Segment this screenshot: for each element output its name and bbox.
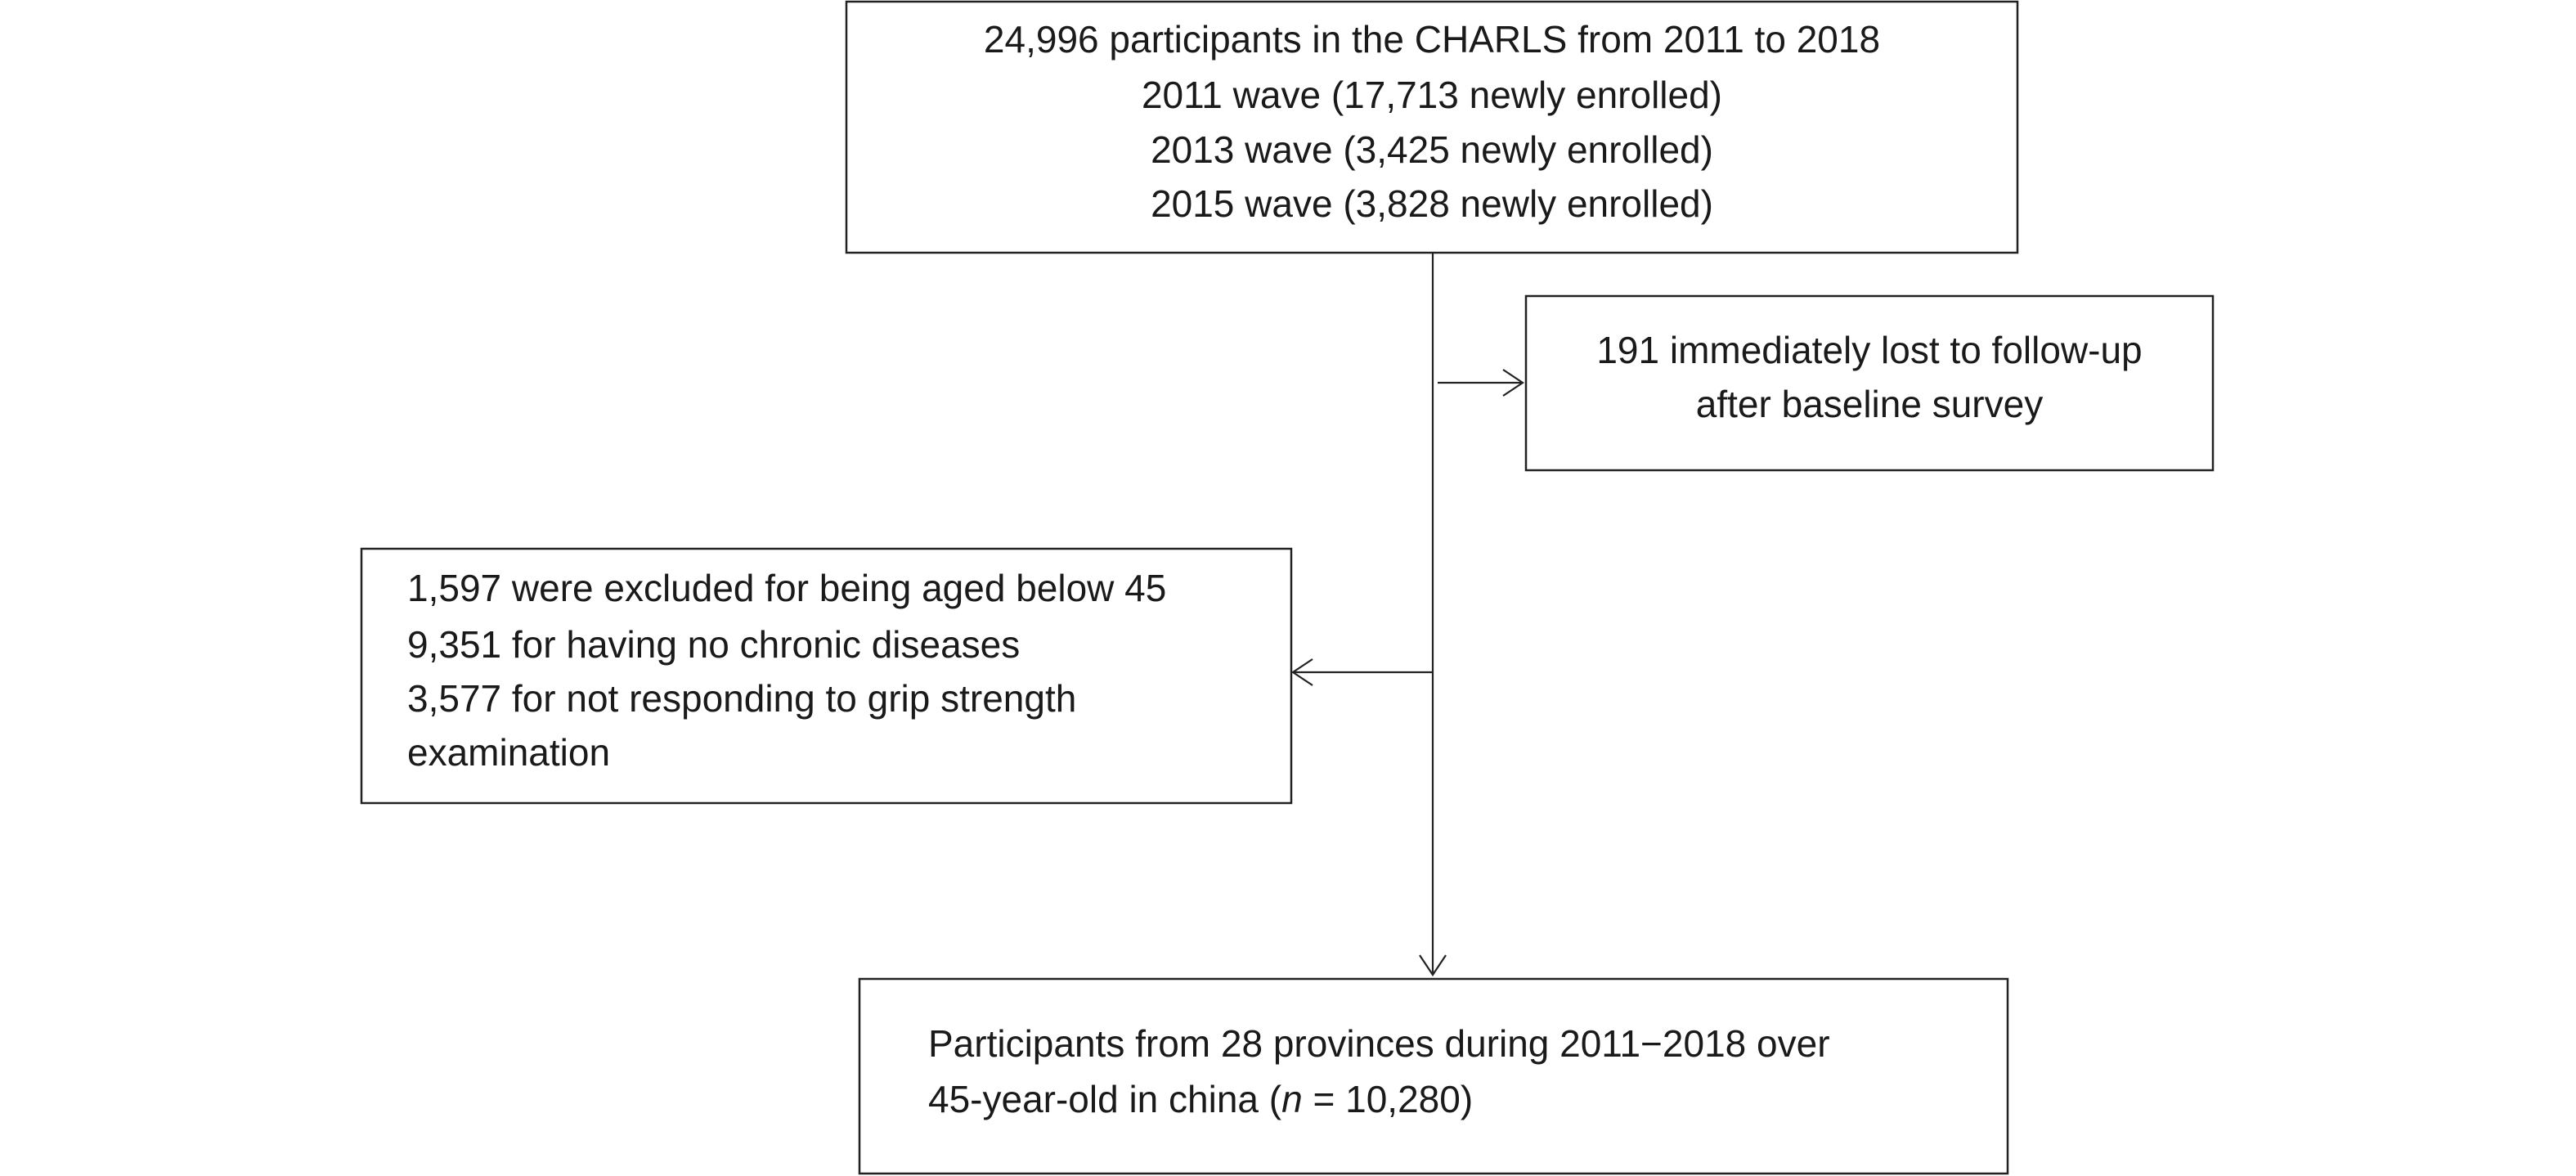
box-text: Participants from 28 provinces during 20…: [928, 1022, 1830, 1065]
box-text: 2013 wave (3,425 newly enrolled): [1151, 128, 1713, 171]
box-text: 1,597 were excluded for being aged below…: [407, 567, 1166, 609]
box-text: 191 immediately lost to follow-up: [1596, 329, 2142, 371]
text-part: = 10,280): [1303, 1078, 1473, 1120]
box-text: 9,351 for having no chronic diseases: [407, 623, 1020, 666]
text-part: n: [1281, 1078, 1303, 1120]
box-text: 24,996 participants in the CHARLS from 2…: [984, 18, 1880, 61]
box-excluded: [360, 547, 1293, 805]
box-text: 2011 wave (17,713 newly enrolled): [1142, 74, 1722, 116]
text-part: 45-year-old in china (: [928, 1078, 1282, 1120]
box-lost: [1524, 294, 2215, 472]
box-text: 45-year-old in china (n = 10,280): [928, 1078, 1473, 1120]
arrow-head: [1502, 369, 1524, 397]
box-text: examination: [407, 731, 610, 774]
box-text: 3,577 for not responding to grip strengt…: [407, 677, 1076, 720]
box-text: after baseline survey: [1696, 383, 2043, 425]
box-final: [858, 977, 2009, 1175]
box-enrolled: [845, 0, 2019, 254]
box-text: 2015 wave (3,828 newly enrolled): [1151, 182, 1713, 225]
arrow-head: [1291, 658, 1313, 686]
arrow-head: [1419, 954, 1447, 976]
